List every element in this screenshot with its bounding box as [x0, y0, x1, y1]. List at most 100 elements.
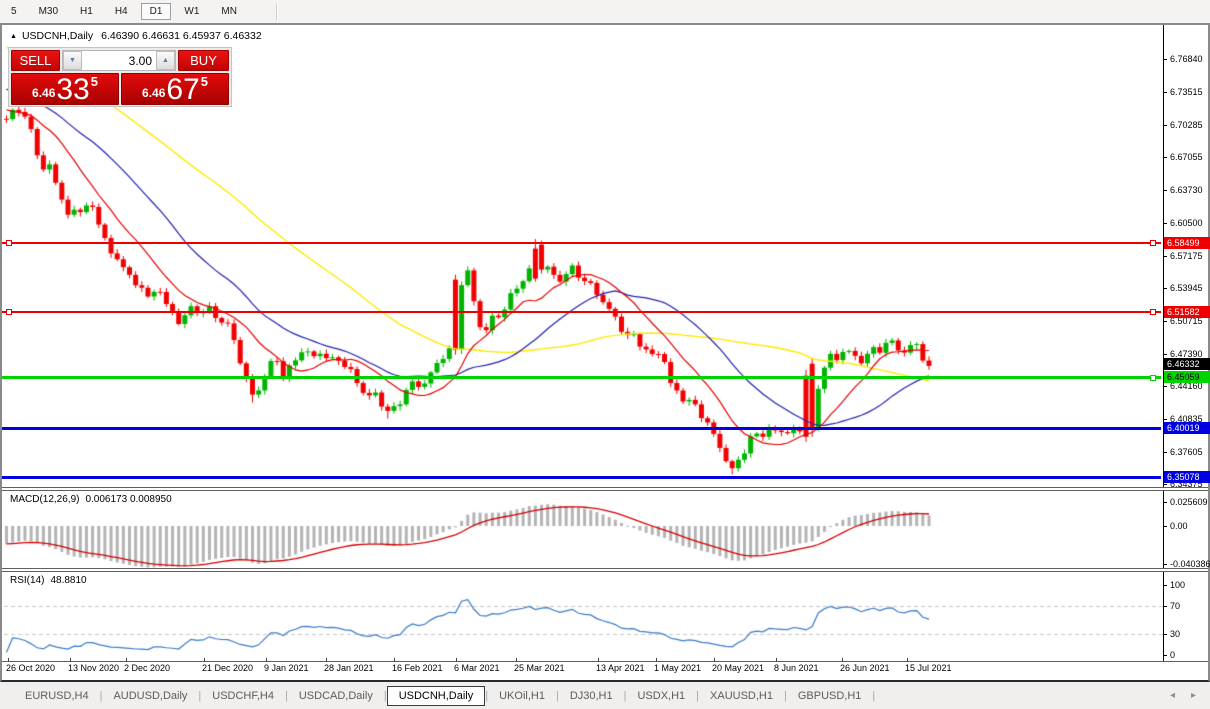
timeframe-button-5[interactable]: 5	[11, 6, 17, 17]
tab-usdchf-h4[interactable]: USDCHF,H4	[212, 689, 274, 702]
time-axis-label: 8 Jun 2021	[774, 663, 819, 673]
trade-widget-top-row: SELL ▼ ▲ BUY	[11, 50, 229, 71]
current-price-chip: 6.46332	[1164, 358, 1210, 371]
time-axis-tick	[70, 658, 71, 662]
price-axis-label-6.57175: 6.57175	[1170, 250, 1203, 261]
price-axis-label-6.70285: 6.70285	[1170, 119, 1203, 130]
tab-ukoil-h1[interactable]: UKOil,H1	[499, 689, 545, 702]
price-axis-tick	[1163, 353, 1167, 355]
chart-window: ▲ USDCNH,Daily 6.46390 6.46631 6.45937 6.4…	[0, 23, 1210, 682]
time-axis-label: 20 May 2021	[712, 663, 765, 673]
tab-separator: |	[623, 689, 627, 702]
sell-price-button[interactable]: 6.46 33 5	[11, 73, 119, 105]
trade-widget-price-row: 6.46 33 5 6.46 67 5	[11, 73, 229, 105]
time-axis-label: 1 May 2021	[654, 663, 702, 673]
tab-usdcnh-daily[interactable]: USDCNH,Daily	[386, 685, 486, 706]
time-axis-tick	[656, 658, 657, 662]
time-axis-label: 16 Feb 2021	[392, 663, 443, 673]
tab-xauusd-h1[interactable]: XAUUSD,H1	[710, 689, 773, 702]
tab-usdx-h1[interactable]: USDX,H1	[637, 689, 686, 702]
volume-input[interactable]	[82, 51, 157, 70]
price-axis-label-6.63730: 6.63730	[1170, 185, 1203, 196]
tab-separator: |	[696, 689, 700, 702]
rsi-axis-tick	[1163, 606, 1167, 607]
tab-audusd-daily[interactable]: AUDUSD,Daily	[113, 689, 188, 702]
rsi-header: RSI(14) 48.8810	[10, 575, 87, 586]
tab-separator: |	[99, 689, 103, 702]
rsi-axis-tick	[1163, 655, 1167, 656]
price-axis-label-6.67055: 6.67055	[1170, 151, 1203, 162]
price-axis-tick	[1163, 288, 1167, 290]
macd-axis-label-0.00: 0.00	[1170, 521, 1188, 531]
time-axis-label: 26 Jun 2021	[840, 663, 890, 673]
time-axis-label: 9 Jan 2021	[264, 663, 309, 673]
buy-button[interactable]: BUY	[178, 50, 229, 71]
price-axis-label-6.47390: 6.47390	[1170, 348, 1203, 359]
volume-decrease-button[interactable]: ▼	[63, 51, 83, 70]
tab-dj30-h1[interactable]: DJ30,H1	[569, 689, 613, 702]
buy-price-big: 67	[166, 73, 200, 106]
price-axis-tick	[1163, 124, 1167, 126]
time-axis-label: 13 Apr 2021	[596, 663, 645, 673]
price-axis-tick	[1163, 451, 1167, 453]
time-axis-tick	[326, 658, 327, 662]
timeframe-button-m30[interactable]: M30	[38, 6, 59, 17]
price-axis-label-6.37605: 6.37605	[1170, 446, 1203, 457]
time-axis-tick	[8, 658, 9, 662]
time-axis-tick	[776, 658, 777, 662]
macd-axis-tick	[1163, 526, 1167, 527]
buy-price-button[interactable]: 6.46 67 5	[121, 73, 229, 105]
rsi-axis-label-30: 30	[1170, 629, 1181, 639]
price-axis-tick	[1163, 59, 1167, 60]
rsi-axis-label-100: 100	[1170, 580, 1186, 590]
time-axis-tick	[714, 658, 715, 662]
tab-gbpusd-h1[interactable]: GBPUSD,H1	[797, 689, 862, 702]
time-axis-tick	[598, 658, 599, 662]
timeframe-button-h1[interactable]: H1	[80, 6, 93, 17]
time-axis-label: 21 Dec 2020	[202, 663, 254, 673]
macd-axis-label--0.040386: -0.040386	[1170, 558, 1210, 569]
tab-separator: |	[555, 689, 559, 702]
price-axis-label-6.34375: 6.34375	[1170, 479, 1203, 490]
macd-header: MACD(12,26,9) 0.006173 0.008950	[10, 494, 172, 505]
price-axis-tick	[1163, 484, 1167, 486]
timeframe-button-d1[interactable]: D1	[140, 3, 172, 20]
timeframe-button-mn[interactable]: MN	[221, 6, 237, 17]
tab-scroll-right-icon[interactable]: ▸	[1190, 690, 1196, 701]
tab-scroll-left-icon[interactable]: ◂	[1169, 690, 1175, 701]
price-chip-6.45059: 6.45059	[1164, 371, 1210, 384]
tab-separator: |	[872, 689, 876, 702]
price-axis-tick	[1163, 190, 1167, 192]
sell-button[interactable]: SELL	[11, 50, 61, 71]
buy-price-prefix: 6.46	[142, 86, 166, 100]
collapse-chart-icon[interactable]: ▲	[10, 33, 17, 40]
timeframe-button-w1[interactable]: W1	[184, 6, 200, 17]
tab-separator: |	[198, 689, 202, 702]
volume-increase-button[interactable]: ▲	[156, 51, 176, 70]
symbol-title: USDCNH,Daily	[21, 30, 94, 42]
price-axis-label-6.53945: 6.53945	[1170, 283, 1203, 294]
price-axis-tick	[1163, 222, 1167, 224]
price-axis-tick	[1163, 386, 1167, 388]
price-chip-6.40019: 6.40019	[1164, 421, 1210, 434]
time-axis-tick	[456, 658, 457, 662]
one-click-trade-widget: SELL ▼ ▲ BUY 6.46 33 5 6.46 67 5	[8, 47, 232, 107]
macd-rsi-separator[interactable]	[2, 568, 1208, 572]
price-axis-tick	[1163, 419, 1167, 421]
tab-eurusd-h4[interactable]: EURUSD,H4	[25, 689, 89, 702]
time-axis-tick	[516, 658, 517, 662]
tab-separator: |	[285, 689, 288, 702]
sell-price-big: 33	[56, 73, 90, 106]
tab-usdcad-daily[interactable]: USDCAD,Daily	[298, 689, 373, 702]
rsi-axis-tick	[1163, 585, 1167, 586]
main-macd-separator[interactable]	[2, 487, 1208, 491]
symbol-ohlc-values: 6.46390 6.46631 6.45937 6.46332	[101, 30, 262, 42]
time-axis-label: 2 Dec 2020	[124, 663, 171, 673]
price-axis-label-6.73515: 6.73515	[1170, 87, 1203, 98]
price-chart-canvas[interactable]	[4, 28, 1165, 662]
macd-axis-tick	[1163, 563, 1167, 565]
timeframe-button-h4[interactable]: H4	[114, 6, 128, 17]
time-axis-tick	[204, 658, 205, 662]
price-axis-label-6.50715: 6.50715	[1170, 315, 1203, 326]
